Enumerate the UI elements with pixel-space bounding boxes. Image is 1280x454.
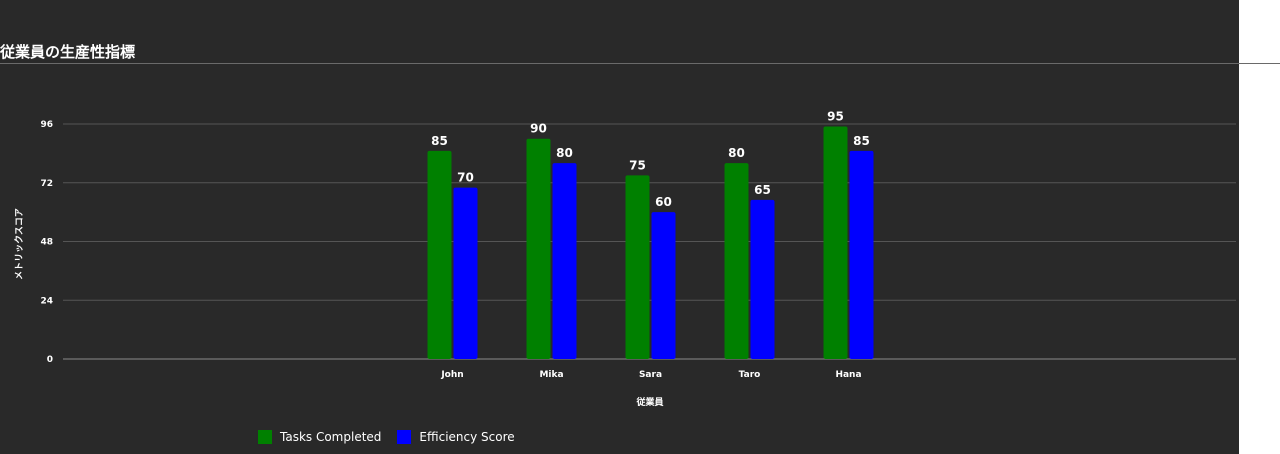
data-label: 65 xyxy=(754,183,771,197)
data-label: 80 xyxy=(728,146,745,160)
legend-swatch xyxy=(258,430,272,444)
legend-swatch xyxy=(397,430,412,444)
y-tick-label: 0 xyxy=(47,355,53,365)
y-tick-label: 96 xyxy=(40,120,53,130)
legend-label: Tasks Completed xyxy=(280,430,382,444)
bar xyxy=(750,199,775,359)
y-tick-label: 72 xyxy=(40,179,53,189)
legend-label: Efficiency Score xyxy=(419,430,515,444)
legend-item[interactable]: Tasks Completed xyxy=(258,430,381,444)
data-label: 85 xyxy=(853,134,870,148)
legend: Tasks Completed Efficiency Score xyxy=(258,430,515,444)
x-tick-label: Mika xyxy=(539,370,563,380)
bar xyxy=(526,138,551,359)
x-tick-label: Sara xyxy=(639,370,662,380)
x-tick-label: Hana xyxy=(835,370,861,380)
data-label: 60 xyxy=(655,195,672,209)
page-title: 従業員の生産性指標 xyxy=(0,43,136,61)
y-tick-label: 48 xyxy=(40,238,53,248)
data-label: 90 xyxy=(530,122,547,136)
bar xyxy=(625,175,650,359)
x-axis-title: 従業員 xyxy=(635,396,663,408)
bar xyxy=(849,150,874,359)
legend-item[interactable]: Efficiency Score xyxy=(397,430,515,444)
bar-chart: 0 24 48 72 96 85 70 John 90 80 Mika 75 60 Sara 80 65 Tar… xyxy=(14,109,1236,408)
x-tick-label: Taro xyxy=(739,370,761,380)
title-divider xyxy=(0,63,1280,64)
bar xyxy=(724,163,749,359)
bar xyxy=(651,212,676,359)
y-tick-label: 24 xyxy=(40,296,53,306)
data-label: 85 xyxy=(431,134,448,148)
data-label: 95 xyxy=(827,109,844,123)
bar xyxy=(427,150,452,359)
bar xyxy=(823,126,848,360)
data-label: 75 xyxy=(629,158,646,172)
bar xyxy=(453,187,478,359)
bar xyxy=(552,163,577,359)
chart-panel: 従業員の生産性指標 0 24 48 72 96 85 70 John 90 80 Mika 75 60 S… xyxy=(0,0,1239,454)
data-label: 80 xyxy=(556,146,573,160)
x-tick-label: John xyxy=(440,370,463,380)
data-label: 70 xyxy=(457,171,474,185)
y-axis-title: メトリックスコア xyxy=(14,208,25,280)
